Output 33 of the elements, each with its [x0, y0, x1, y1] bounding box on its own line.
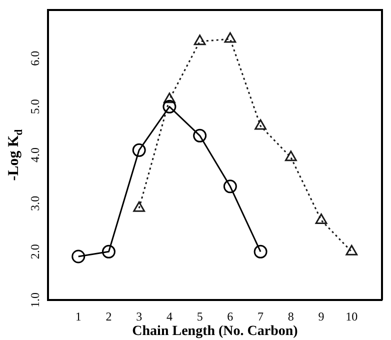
y-tick-label: 5.0 [28, 99, 42, 114]
y-tick-label: 4.0 [28, 148, 42, 162]
x-tick-label: 1 [75, 309, 82, 324]
point [72, 250, 86, 264]
point [346, 244, 358, 256]
point [162, 100, 176, 114]
point [223, 180, 237, 194]
x-tick-label: 3 [136, 309, 142, 324]
point [254, 119, 266, 130]
y-tick-label: 6.0 [28, 50, 42, 66]
y-tick-label: 1.0 [28, 292, 42, 308]
x-tick-label: 7 [258, 309, 264, 324]
point [315, 214, 328, 224]
y-tick-label: 3.0 [28, 196, 42, 211]
point [193, 128, 207, 142]
point [102, 244, 116, 258]
point [254, 244, 268, 258]
x-axis-title: Chain Length (No. Carbon) [132, 324, 298, 340]
point [133, 201, 146, 212]
point [224, 32, 236, 43]
x-tick-label: 10 [346, 309, 358, 324]
y-tick-label: 2.0 [28, 244, 42, 260]
x-tick-label: 8 [288, 309, 294, 324]
point [164, 92, 176, 104]
x-tick-label: 2 [106, 309, 112, 324]
x-tick-label: 4 [166, 309, 172, 324]
x-tick-label: 6 [227, 309, 234, 324]
y-axis-title: -Log Kd [6, 129, 25, 181]
point [132, 143, 146, 157]
x-tick-label: 9 [318, 309, 324, 324]
x-tick-label: 5 [196, 309, 203, 324]
point [284, 150, 297, 162]
point [194, 34, 206, 46]
